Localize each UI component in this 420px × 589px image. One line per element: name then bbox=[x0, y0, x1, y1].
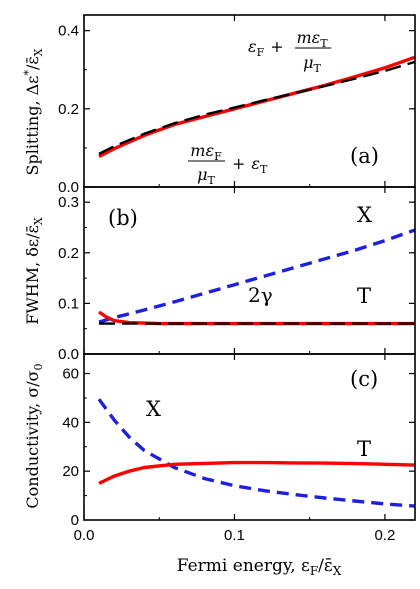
panel-label-b: (b) bbox=[108, 206, 138, 230]
label-c-x: X bbox=[146, 397, 161, 421]
series-c-t-1 bbox=[98, 460, 416, 485]
series-c-x-0 bbox=[97, 398, 416, 508]
svg-text:μT: μT bbox=[197, 165, 215, 187]
ytick-label-c-1: 20 bbox=[62, 463, 79, 480]
xtick-label-1: 0.1 bbox=[224, 527, 245, 544]
series-b-x-0 bbox=[98, 228, 416, 324]
ytick-label-c-3: 60 bbox=[62, 366, 79, 383]
panel-label-c: (c) bbox=[350, 367, 378, 391]
plot-layer: 0.0 0.2 0.4 0.0 0.1 0.2 0.3 0 20 40 60 0.0 0.1 0.2 bbox=[58, 14, 416, 544]
label-c-t: T bbox=[357, 437, 371, 461]
ytick-label-a-2: 0.4 bbox=[58, 23, 79, 40]
ytick-label-b-3: 0.3 bbox=[58, 194, 79, 211]
svg-text:μT: μT bbox=[303, 53, 321, 75]
ytick-label-b-2: 0.2 bbox=[58, 245, 79, 262]
svg-text:mεF: mεF bbox=[190, 141, 222, 163]
svg-text:mεT: mεT bbox=[296, 28, 328, 50]
svg-text:+εT: + εT bbox=[232, 154, 268, 176]
ylabel-a: Splitting, Δε*/ε̄X bbox=[22, 48, 45, 175]
xlabel: Fermi energy, εF/ε̄X bbox=[177, 556, 342, 578]
series-a-mftt-1 bbox=[98, 60, 416, 155]
ylabel-b: FWHM, δε/ε̄X bbox=[23, 217, 45, 325]
formula-top: εF + mεT μT bbox=[248, 28, 331, 75]
ytick-label-b-1: 0.1 bbox=[58, 295, 79, 312]
ytick-label-a-1: 0.2 bbox=[58, 101, 79, 118]
xtick-label-2: 0.2 bbox=[374, 527, 395, 544]
series-b-t-1 bbox=[98, 310, 415, 326]
label-b-t: T bbox=[357, 284, 371, 308]
ytick-label-a-0: 0.0 bbox=[58, 179, 79, 196]
ytick-label-b-0: 0.0 bbox=[58, 346, 79, 363]
svg-text:εF+: εF + bbox=[248, 37, 284, 59]
formula-bottom: mεF μT + εT bbox=[188, 141, 268, 187]
series-a-fmtt-0 bbox=[98, 55, 416, 159]
axes-frame-c bbox=[83, 353, 416, 521]
panel-label-a: (a) bbox=[350, 144, 379, 168]
ytick-label-c-0: 0 bbox=[71, 512, 79, 529]
label-b-x: X bbox=[357, 203, 372, 227]
ytick-label-c-2: 40 bbox=[62, 414, 79, 431]
xtick-label-0: 0.0 bbox=[74, 527, 95, 544]
label-b-2gamma: 2γ bbox=[248, 283, 273, 307]
ylabel-c: Conductivity, σ/σ0 bbox=[23, 363, 45, 508]
